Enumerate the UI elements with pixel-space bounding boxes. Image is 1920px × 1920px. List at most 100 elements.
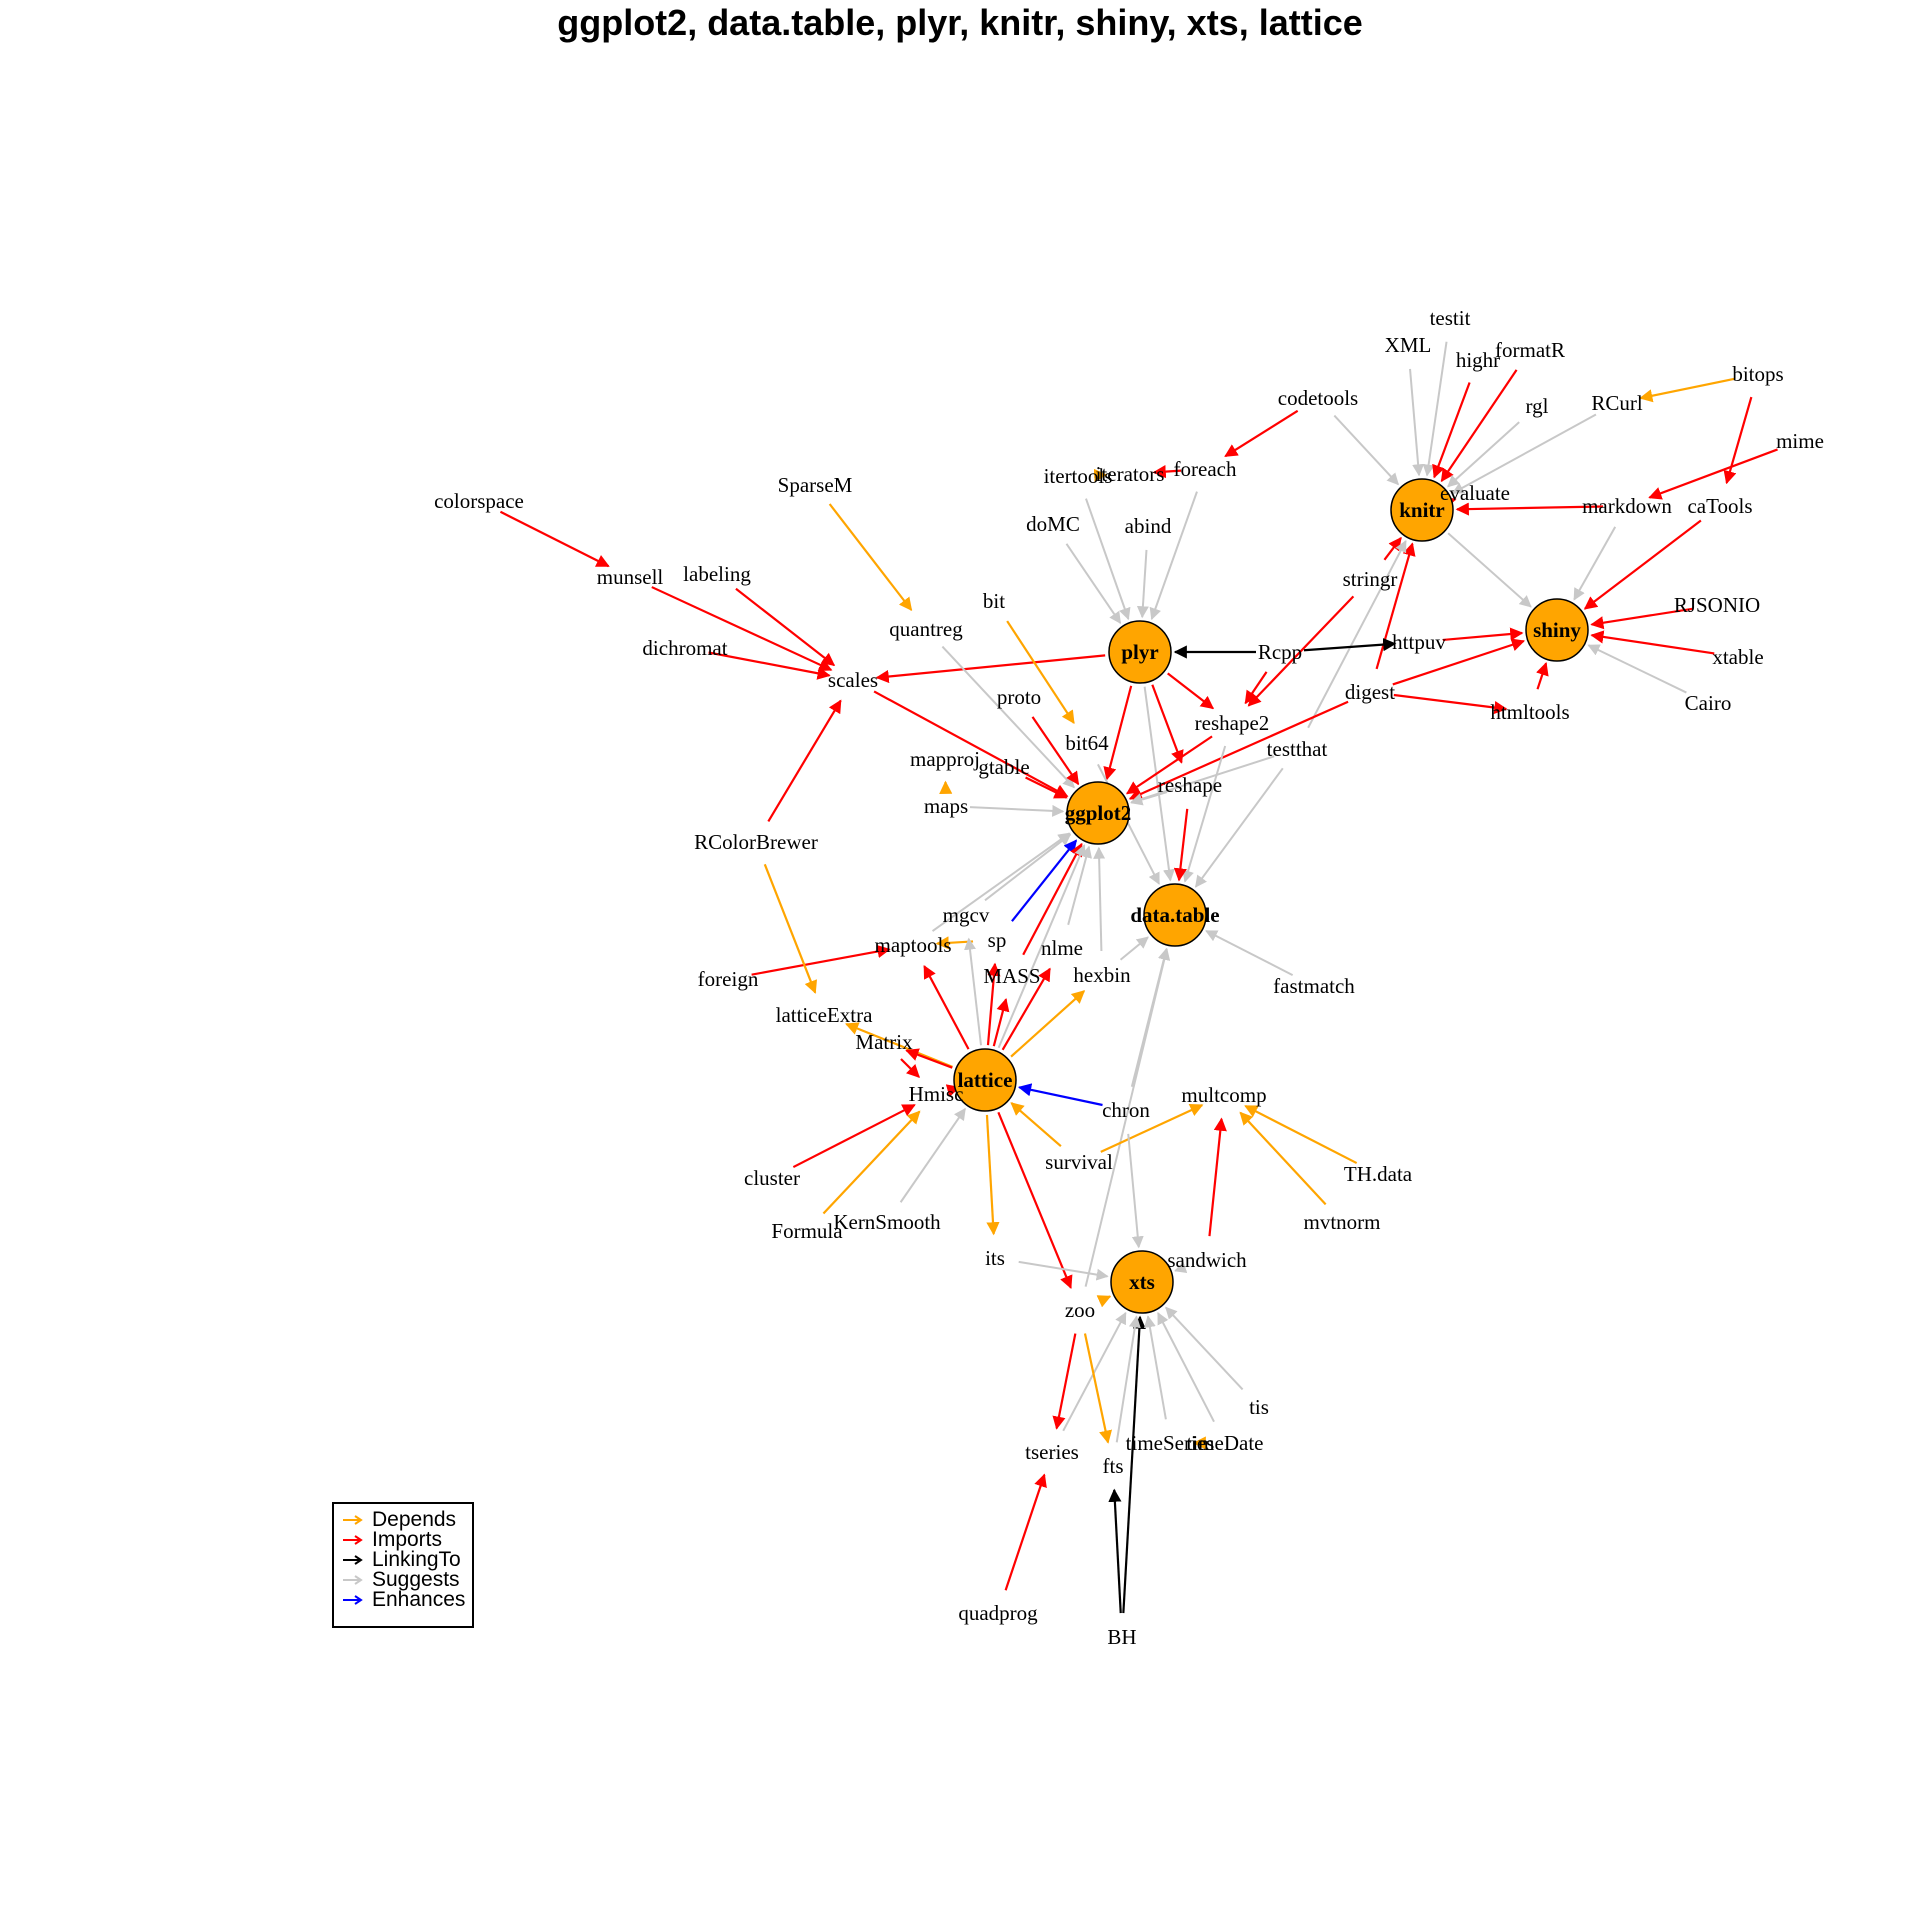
package-label-httpuv: httpuv [1392,630,1446,654]
package-label-quadprog: quadprog [958,1601,1038,1625]
edge-testthat-to-data.table [1194,767,1284,888]
edge-markdown-to-shiny [1573,526,1617,601]
package-label-TH.data: TH.data [1344,1162,1413,1186]
edge-maps-to-ggplot2 [969,804,1065,817]
edge-lattice-to-zoo [997,1111,1073,1290]
package-label-tis: tis [1249,1395,1269,1419]
edge-fastmatch-to-data.table [1205,930,1294,976]
node-layer: ggplot2 data.table plyr knitr shiny xts lattic… [434,306,1824,1649]
package-label-evaluate: evaluate [1440,481,1510,505]
hub-label-xts: xts [1129,1270,1155,1294]
package-label-RCurl: RCurl [1591,391,1643,415]
edge-lattice-to-mgcv [964,937,982,1046]
legend-label: Enhances [372,1588,466,1611]
edge-Formula-to-Hmisc [822,1110,921,1215]
package-label-rgl: rgl [1526,394,1549,418]
edge-nlme-to-ggplot2 [1067,845,1092,926]
package-label-mvtnorm: mvtnorm [1304,1210,1381,1234]
hub-node-data.table [1143,883,1207,947]
edge-doMC-to-plyr [1065,543,1122,625]
edge-htmltools-to-shiny [1536,661,1549,690]
package-label-timeDate: timeDate [1187,1431,1264,1455]
edge-httpuv-to-shiny [1442,627,1524,642]
package-label-mgcv: mgcv [943,903,990,927]
legend-label: Imports [372,1528,443,1551]
package-label-testit: testit [1430,306,1471,330]
edge-cluster-to-Hmisc [792,1103,916,1169]
edge-hexbin-to-ggplot2 [1093,846,1106,952]
package-label-bit: bit [983,589,1005,613]
edge-caTools-to-shiny [1583,519,1702,610]
package-label-RColorBrewer: RColorBrewer [694,830,818,854]
package-label-MASS: MASS [983,964,1040,988]
edge-foreach-to-iterators [1152,465,1182,479]
package-label-chron: chron [1102,1098,1150,1122]
edge-munsell-to-scales [651,586,833,671]
edge-layer [499,341,1778,1614]
edge-survival-to-lattice [1010,1102,1062,1148]
edge-sandwich-to-xts [1174,1261,1188,1274]
hub-node-plyr [1108,620,1172,684]
package-label-sp: sp [988,928,1007,952]
package-label-bit64: bit64 [1065,731,1109,755]
package-label-iterators: iterators [1096,462,1165,486]
diagram-title: ggplot2, data.table, plyr, knitr, shiny,… [557,2,1363,43]
package-label-Matrix: Matrix [855,1030,913,1054]
edge-BH-to-xts [1122,1315,1146,1614]
suggests-arrow-icon [343,1575,363,1585]
package-label-mapproj: mapproj [910,747,980,771]
package-label-Cairo: Cairo [1685,691,1732,715]
edge-TH.data-to-multcomp [1244,1104,1358,1165]
package-label-stringr: stringr [1343,567,1398,591]
edge-zoo-to-tseries [1052,1333,1077,1430]
legend-item-imports: Imports [342,1528,472,1551]
linkingto-arrow-icon [343,1555,363,1565]
edge-SparseM-to-quantreg [828,503,913,612]
edge-plyr-to-scales [875,654,1106,684]
legend-item-enhances: Enhances [342,1588,472,1611]
package-label-itertools: itertools [1044,464,1113,488]
package-label-maps: maps [924,794,968,818]
hub-node-ggplot2 [1066,781,1130,845]
edge-mime-to-markdown [1648,448,1778,500]
edge-timeSeries-to-xts [1143,1315,1167,1420]
edge-rgl-to-knitr [1447,421,1520,488]
edge-highr-to-knitr [1432,382,1471,479]
edge-quantreg-to-ggplot2 [941,645,1075,789]
edge-RJSONIO-to-shiny [1590,607,1694,630]
package-label-XML: XML [1385,333,1432,357]
legend-label: Suggests [372,1568,460,1591]
package-label-digest: digest [1345,680,1395,704]
edge-plyr-to-ggplot2 [1103,685,1133,781]
package-label-doMC: doMC [1026,512,1080,536]
package-label-RJSONIO: RJSONIO [1674,593,1760,617]
hub-node-shiny [1525,598,1589,662]
edge-quadprog-to-tseries [1004,1473,1047,1591]
edge-evaluate-to-knitr [1441,496,1457,510]
edge-fts-to-xts [1115,1315,1141,1443]
hub-label-data.table: data.table [1130,903,1219,927]
edge-plyr-to-reshape [1151,684,1184,764]
edge-knitr-to-shiny [1447,532,1532,608]
edge-tis-to-xts [1165,1306,1244,1391]
edge-lattice-to-hexbin [1010,990,1086,1058]
edge-Cairo-to-shiny [1587,644,1687,694]
edge-bitops-to-RCurl [1639,377,1735,403]
edge-scales-to-ggplot2 [873,690,1069,798]
edge-reshape2-to-ggplot2 [1125,735,1213,795]
edge-codetools-to-foreach [1224,409,1299,458]
edge-proto-to-ggplot2 [1031,716,1080,786]
edge-sp-to-ggplot2 [1011,839,1078,922]
package-label-mime: mime [1776,429,1824,453]
package-label-foreign: foreign [698,967,759,991]
package-label-foreach: foreach [1174,457,1237,481]
edge-mgcv-to-ggplot2 [984,833,1072,902]
edge-Rcpp-to-httpuv [1303,637,1397,652]
package-label-cluster: cluster [744,1166,800,1190]
package-label-sandwich: sandwich [1167,1248,1247,1272]
edge-itertools-to-plyr [1085,498,1131,621]
hub-label-lattice: lattice [958,1068,1013,1092]
package-label-proto: proto [997,685,1041,709]
package-label-labeling: labeling [683,562,751,586]
